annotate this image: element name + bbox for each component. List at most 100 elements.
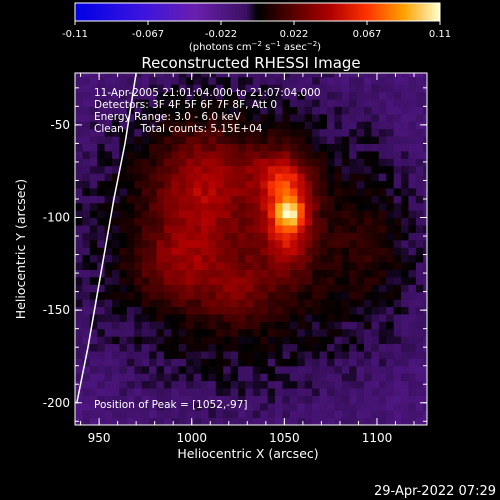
heatmap-pixel (415, 76, 424, 85)
heatmap-pixel (334, 402, 343, 411)
heatmap-pixel (312, 387, 321, 396)
heatmap-pixel (141, 380, 150, 389)
heatmap-pixel (304, 380, 313, 389)
heatmap-pixel (75, 143, 84, 152)
heatmap-pixel (126, 328, 135, 337)
heatmap-pixel (215, 165, 224, 174)
heatmap-pixel (215, 306, 224, 315)
heatmap-pixel (297, 336, 306, 345)
heatmap-pixel (260, 173, 269, 182)
heatmap-pixel (141, 254, 150, 263)
heatmap-pixel (141, 402, 150, 411)
heatmap-pixel (275, 195, 284, 204)
heatmap-pixel (119, 247, 128, 256)
heatmap-pixel (423, 276, 427, 285)
heatmap-pixel (371, 313, 380, 322)
heatmap-pixel (364, 321, 373, 330)
heatmap-pixel (112, 210, 121, 219)
heatmap-pixel (326, 239, 335, 248)
heatmap-pixel (393, 135, 402, 144)
heatmap-pixel (312, 291, 321, 300)
heatmap-pixel (386, 180, 395, 189)
heatmap-pixel (208, 239, 217, 248)
heatmap-pixel (193, 113, 202, 122)
heatmap-pixel (75, 165, 84, 174)
heatmap-pixel (356, 395, 365, 404)
heatmap-pixel (297, 313, 306, 322)
heatmap-pixel (364, 247, 373, 256)
heatmap-pixel (223, 239, 232, 248)
heatmap-pixel (356, 313, 365, 322)
heatmap-pixel (104, 395, 113, 404)
heatmap-pixel (297, 202, 306, 211)
heatmap-pixel (82, 395, 91, 404)
heatmap-pixel (297, 247, 306, 256)
heatmap-pixel (82, 410, 91, 419)
heatmap-pixel (364, 106, 373, 115)
heatmap-pixel (378, 336, 387, 345)
heatmap-pixel (260, 202, 269, 211)
heatmap-pixel (149, 402, 158, 411)
heatmap-pixel (134, 254, 143, 263)
heatmap-pixel (238, 380, 247, 389)
heatmap-pixel (378, 358, 387, 367)
heatmap-pixel (208, 313, 217, 322)
heatmap-pixel (297, 402, 306, 411)
heatmap-pixel (156, 98, 165, 107)
heatmap-pixel (386, 158, 395, 167)
heatmap-pixel (312, 343, 321, 352)
heatmap-pixel (215, 299, 224, 308)
heatmap-pixel (238, 121, 247, 130)
heatmap-pixel (378, 373, 387, 382)
heatmap-pixel (415, 91, 424, 100)
heatmap-pixel (423, 410, 427, 419)
heatmap-pixel (82, 128, 91, 137)
heatmap-pixel (393, 365, 402, 374)
heatmap-pixel (186, 128, 195, 137)
heatmap-pixel (178, 202, 187, 211)
heatmap-pixel (378, 217, 387, 226)
heatmap-pixel (112, 402, 121, 411)
heatmap-pixel (126, 150, 135, 159)
heatmap-pixel (341, 336, 350, 345)
heatmap-pixel (223, 232, 232, 241)
heatmap-pixel (208, 336, 217, 345)
heatmap-pixel (312, 284, 321, 293)
heatmap-pixel (156, 195, 165, 204)
heatmap-pixel (289, 180, 298, 189)
heatmap-pixel (163, 202, 172, 211)
heatmap-pixel (260, 291, 269, 300)
heatmap-pixel (267, 291, 276, 300)
heatmap-pixel (408, 121, 417, 130)
heatmap-pixel (215, 224, 224, 233)
heatmap-pixel (141, 239, 150, 248)
heatmap-pixel (193, 365, 202, 374)
chart-title: Reconstructed RHESSI Image (141, 54, 360, 72)
heatmap-pixel (282, 98, 291, 107)
heatmap-pixel (282, 73, 291, 78)
heatmap-pixel (415, 84, 424, 93)
heatmap-pixel (141, 417, 150, 425)
heatmap-pixel (193, 343, 202, 352)
heatmap-pixel (156, 247, 165, 256)
heatmap-pixel (408, 321, 417, 330)
heatmap-pixel (408, 210, 417, 219)
heatmap-pixel (171, 410, 180, 419)
heatmap-pixel (75, 350, 84, 359)
heatmap-pixel (275, 232, 284, 241)
heatmap-pixel (126, 395, 135, 404)
heatmap-pixel (200, 358, 209, 367)
heatmap-pixel (334, 187, 343, 196)
heatmap-pixel (319, 276, 328, 285)
heatmap-pixel (326, 143, 335, 152)
heatmap-pixel (423, 135, 427, 144)
heatmap-pixel (349, 306, 358, 315)
heatmap-pixel (178, 269, 187, 278)
heatmap-pixel (304, 306, 313, 315)
heatmap-pixel (134, 217, 143, 226)
heatmap-pixel (126, 284, 135, 293)
heatmap-pixel (163, 165, 172, 174)
heatmap-pixel (82, 91, 91, 100)
heatmap-pixel (304, 180, 313, 189)
heatmap-pixel (186, 84, 195, 93)
